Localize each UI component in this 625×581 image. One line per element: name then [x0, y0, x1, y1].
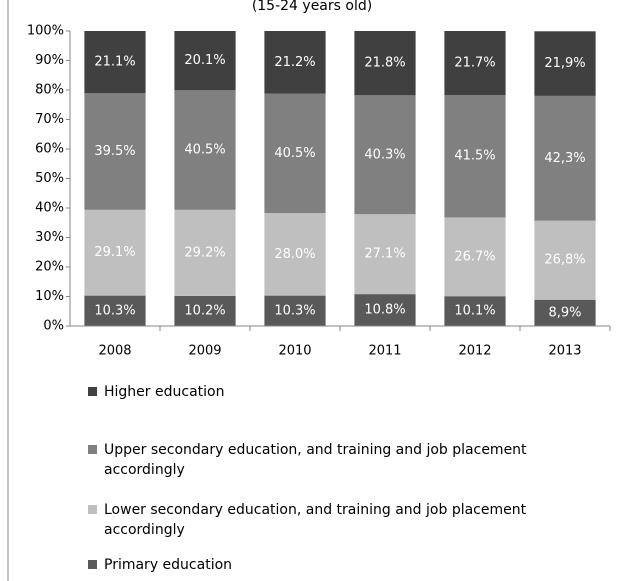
data-label: 21.1%: [94, 55, 135, 70]
data-label: 8,9%: [548, 305, 581, 320]
y-tick-label: 20%: [35, 260, 64, 275]
x-tick-label: 2008: [98, 344, 131, 359]
data-label: 26,8%: [544, 253, 585, 268]
y-tick-label: 100%: [27, 24, 64, 39]
x-tick-label: 2012: [458, 344, 491, 359]
legend-label: Lower secondary education, and training …: [104, 502, 527, 538]
bar-segment: [174, 295, 236, 326]
data-label: 28.0%: [274, 247, 315, 262]
bar-segment: [84, 295, 146, 326]
bar-segment: [534, 95, 596, 221]
bar-segment: [174, 90, 236, 210]
y-tick-label: 70%: [35, 112, 64, 127]
data-label: 42,3%: [544, 151, 585, 166]
bar-segment: [264, 213, 326, 296]
data-label: 20.1%: [184, 53, 225, 68]
bar-segment: [84, 93, 146, 210]
legend-swatch: [88, 445, 97, 454]
bar-segment: [174, 209, 236, 296]
legend-label: Primary education: [104, 557, 233, 573]
y-tick-label: 80%: [35, 83, 64, 98]
bar-segment: [264, 31, 326, 94]
bar-segment: [444, 95, 506, 218]
bar-segment: [354, 95, 416, 215]
bar-segment: [264, 295, 326, 326]
data-label: 21.2%: [274, 55, 315, 70]
y-tick-label: 90%: [35, 53, 64, 68]
frame: [7, 0, 9, 581]
x-tick-label: 2011: [368, 344, 401, 359]
bar-segment: [84, 31, 146, 94]
data-label: 10.2%: [184, 303, 225, 318]
legend-label: Upper secondary education, and training …: [104, 442, 527, 478]
chart-subtitle: (15-24 years old): [252, 0, 372, 14]
x-tick-label: 2009: [188, 344, 221, 359]
y-tick-label: 40%: [35, 201, 64, 216]
bar-segment: [534, 299, 596, 326]
data-label: 40.5%: [274, 146, 315, 161]
bar-segment: [354, 31, 416, 96]
bar-segment: [444, 217, 506, 297]
data-label: 21,9%: [544, 56, 585, 71]
legend-swatch: [88, 505, 97, 514]
data-label: 10.3%: [94, 303, 135, 318]
legend-item: Lower secondary education, and training …: [88, 500, 578, 540]
data-label: 10.3%: [274, 303, 315, 318]
bar-segment: [444, 31, 506, 96]
y-tick-label: 60%: [35, 142, 64, 157]
y-tick-label: 50%: [35, 171, 64, 186]
bar-segment: [264, 93, 326, 214]
bar-segment: [354, 214, 416, 295]
x-tick-label: 2013: [548, 344, 581, 359]
bar-segment: [534, 31, 596, 96]
legend-item: Higher education: [88, 382, 578, 402]
legend-swatch: [88, 560, 97, 569]
data-label: 40.3%: [364, 147, 405, 162]
y-tick-label: 10%: [35, 289, 64, 304]
data-label: 41.5%: [454, 149, 495, 164]
data-label: 21.7%: [454, 56, 495, 71]
data-label: 26.7%: [454, 249, 495, 264]
y-tick-label: 0%: [43, 319, 64, 334]
legend-label: Higher education: [104, 384, 225, 400]
legend-swatch: [88, 387, 97, 396]
data-label: 39.5%: [94, 144, 135, 159]
bar-segment: [444, 296, 506, 326]
bar-segment: [174, 31, 236, 91]
data-label: 29.1%: [94, 245, 135, 260]
bar-segment: [354, 294, 416, 326]
bar-segment: [534, 220, 596, 300]
legend-item: Primary education: [88, 555, 578, 575]
data-label: 29.2%: [184, 245, 225, 260]
data-label: 10.8%: [364, 303, 405, 318]
y-tick-label: 30%: [35, 230, 64, 245]
x-tick-label: 2010: [278, 344, 311, 359]
bar-segment: [84, 209, 146, 296]
data-label: 21.8%: [364, 56, 405, 71]
data-label: 40.5%: [184, 143, 225, 158]
legend-item: Upper secondary education, and training …: [88, 440, 578, 480]
data-label: 27.1%: [364, 247, 405, 262]
data-label: 10.1%: [454, 304, 495, 319]
